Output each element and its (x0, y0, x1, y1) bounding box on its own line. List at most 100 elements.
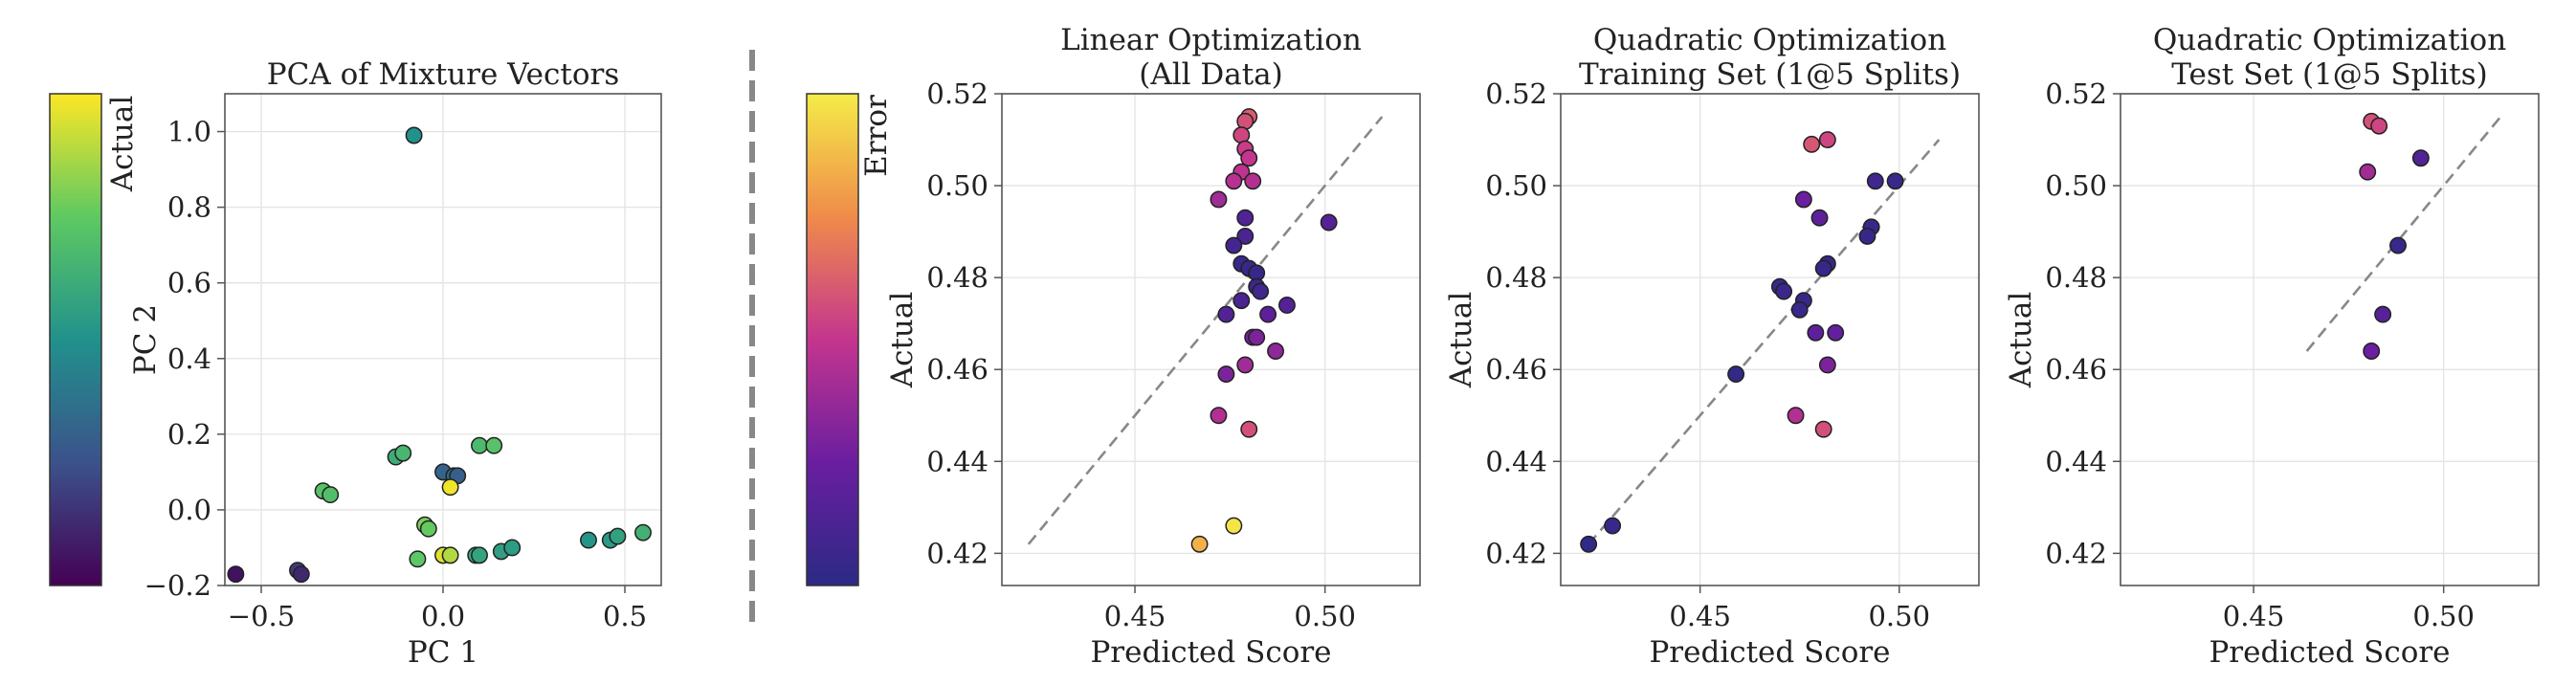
scatter-point (1320, 213, 1338, 232)
scatter-point (1210, 407, 1228, 425)
scatter-point (1225, 517, 1243, 535)
scatter-point (1236, 227, 1255, 245)
x-tick-label: 0.50 (2412, 600, 2475, 632)
scatter-point (1827, 323, 1845, 342)
scatter-point (1236, 356, 1255, 374)
y-tick-label: 0.6 (167, 267, 211, 299)
scatter-point (1244, 172, 1262, 190)
scatter-point (441, 478, 459, 497)
scatter-point (1803, 135, 1821, 153)
scatter-point (2363, 342, 2381, 360)
y-tick-label: 0.42 (1485, 537, 1547, 569)
y-tick-label: 0.50 (2045, 169, 2107, 202)
scatter-point (1252, 282, 1270, 300)
scatter-point (634, 523, 652, 541)
scatter-point (485, 436, 503, 454)
y-tick-label: 0.42 (2045, 537, 2107, 569)
identity-reference-line (1588, 139, 1941, 545)
scatter-point (471, 436, 488, 454)
scatter-point (1818, 356, 1836, 374)
x-axis-title: Predicted Score (1649, 635, 1890, 670)
y-tick-label: 0.52 (2045, 77, 2107, 110)
linear-optimization-panel: 0.45 0.50 0.42 0.44 0.46 0.48 0.50 0.52 Predicte… (885, 23, 1421, 670)
pca-scatter-panel: −0.5 0.0 0.5 −0.2 0.0 0.2 0.4 0.6 0.8 1.0 PC 1 PC 2… (128, 57, 662, 670)
quadratic-training-panel: 0.45 0.50 0.42 0.44 0.46 0.48 0.50 0.52 Predicte… (1444, 23, 1980, 670)
chart-title: Linear Optimization (1060, 23, 1362, 57)
y-axis-title: PC 2 (128, 304, 163, 375)
scatter-point (394, 444, 412, 462)
scatter-point (2411, 149, 2430, 167)
scatter-point (441, 546, 459, 564)
colorbar-error: Error (806, 93, 894, 586)
y-axis-title: Actual (2004, 292, 2038, 389)
scatter-point (1217, 305, 1235, 323)
x-tick-label: 0.45 (1104, 600, 1166, 632)
scatter-point (1267, 342, 1284, 360)
colorbar-error-gradient (806, 93, 859, 586)
scatter-point (1810, 209, 1829, 227)
y-tick-label: 0.48 (2045, 261, 2107, 294)
scatter-point (227, 565, 245, 584)
chart-title: PCA of Mixture Vectors (267, 57, 620, 92)
scatter-point (1794, 190, 1812, 209)
chart-title: Test Set (1@5 Splits) (2171, 57, 2488, 92)
scatter-point (2359, 163, 2377, 181)
y-tick-label: 0.52 (1485, 77, 1547, 110)
scatter-point (503, 539, 522, 557)
y-tick-label: 0.44 (1485, 445, 1547, 477)
scatter-point (292, 565, 310, 584)
x-tick-label: −0.5 (228, 600, 295, 632)
chart-title: Training Set (1@5 Splits) (1579, 57, 1961, 92)
y-tick-label: 0.48 (1485, 261, 1547, 294)
y-tick-label: 0.2 (167, 418, 211, 451)
y-axis-title: Actual (1444, 292, 1478, 389)
quadratic-test-panel: 0.45 0.50 0.42 0.44 0.46 0.48 0.50 0.52 Predicte… (2004, 23, 2540, 670)
scatter-point (1787, 407, 1805, 425)
scatter-point (1190, 535, 1209, 553)
scatter-point (1775, 282, 1793, 300)
identity-reference-line (1027, 116, 1384, 545)
scatter-point (1232, 292, 1251, 310)
y-tick-label: 0.44 (926, 445, 988, 477)
scatter-point (409, 550, 427, 568)
y-axis-title: Actual (885, 292, 920, 389)
chart-title: Quadratic Optimization (2153, 23, 2506, 57)
scatter-point (1886, 172, 1904, 190)
y-tick-label: 0.50 (1485, 169, 1547, 202)
x-axis-title: PC 1 (408, 635, 478, 670)
y-tick-label: 0.48 (926, 261, 988, 294)
x-tick-label: 0.45 (1669, 600, 1731, 632)
y-tick-label: 0.42 (926, 537, 988, 569)
axes-frame (2120, 93, 2540, 586)
scatter-point (322, 486, 340, 504)
scatter-point (2370, 117, 2388, 135)
scatter-point (1217, 365, 1235, 383)
scatter-point (2374, 305, 2392, 323)
scatter-point (2389, 236, 2407, 254)
scatter-point (1790, 300, 1809, 319)
scatter-point (1604, 517, 1622, 535)
x-tick-label: 0.50 (1294, 600, 1356, 632)
scatter-point (405, 126, 423, 144)
y-tick-label: 0.44 (2045, 445, 2107, 477)
y-tick-label: 0.50 (926, 169, 988, 202)
x-tick-label: 0.45 (2223, 600, 2285, 632)
scatter-point (1580, 535, 1598, 553)
scatter-point (1727, 365, 1745, 383)
colorbar-actual-gradient (49, 93, 102, 586)
scatter-point (1278, 297, 1296, 314)
y-tick-label: −0.2 (144, 569, 211, 602)
y-tick-label: 0.8 (167, 191, 211, 224)
scatter-point (1210, 190, 1228, 209)
y-tick-label: 0.52 (926, 77, 988, 110)
y-tick-label: 1.0 (167, 116, 211, 148)
scatter-point (1240, 420, 1258, 438)
scatter-point (1814, 420, 1832, 438)
colorbar-actual-label: Actual (105, 96, 140, 193)
x-tick-label: 0.50 (1868, 600, 1930, 632)
chart-title: Quadratic Optimization (1593, 23, 1946, 57)
x-tick-label: 0.0 (421, 600, 465, 632)
scatter-point (1858, 227, 1876, 245)
scatter-point (1866, 172, 1884, 190)
